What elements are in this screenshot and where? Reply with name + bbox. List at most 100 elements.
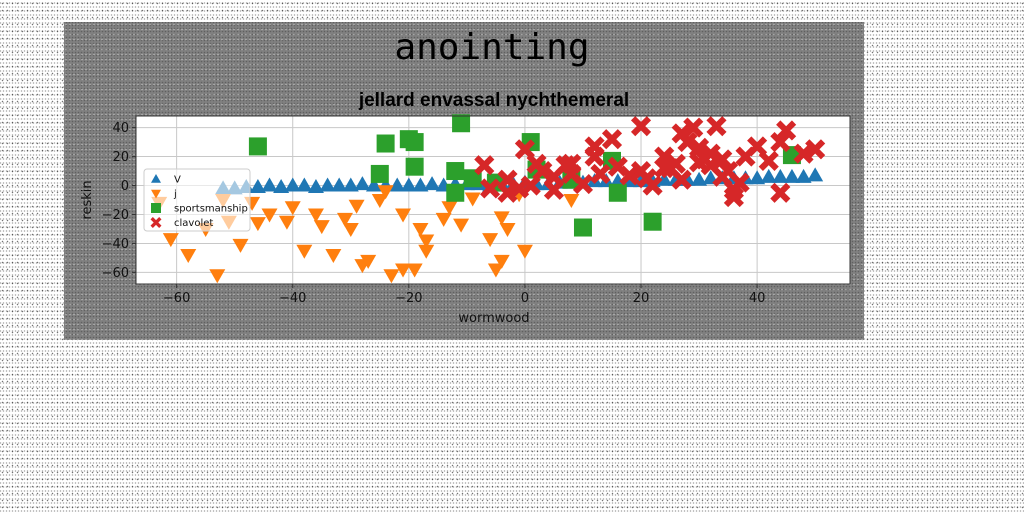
series-1-point [284,201,301,216]
x-tick-label: 20 [633,291,650,306]
series-3-point [689,152,710,173]
series-3-point [677,132,698,153]
legend-box [143,168,251,232]
plot-frame [135,115,851,285]
series-1-point [406,263,423,278]
series-3-point [642,175,663,196]
x-tick-label: −60 [163,291,190,306]
series-0-point [261,177,278,192]
series-2-point [452,114,471,133]
series-1-point [307,208,324,223]
series-1-point [418,244,435,259]
series-2-point [248,137,267,156]
series-3-point [480,178,501,199]
series-1-point [412,222,429,237]
series-0-point [342,177,359,192]
series-2-point [643,212,662,231]
series-0-point [656,171,673,186]
series-1-point [482,233,499,248]
series-1-point [232,238,249,253]
series-0-point [691,171,708,186]
series-0-point [319,177,336,192]
series-3-point [758,150,779,171]
series-1-point [435,212,452,227]
series-1-point [493,254,510,269]
series-3-point [706,116,727,137]
y-tick-label: −20 [102,208,129,223]
series-1-point [296,244,313,259]
series-1-point [418,234,435,249]
series-0-point [795,168,812,183]
series-1-point [371,194,388,208]
y-tick-label: 40 [112,121,129,136]
series-3-point [770,182,791,203]
series-0-point [772,168,789,183]
series-3-point [584,136,605,157]
series-3-point [776,120,797,141]
series-0-point [749,170,766,185]
series-3-point [683,117,704,138]
series-0-point [760,168,777,183]
series-0-point [307,178,324,193]
series-3-point [712,149,733,170]
series-1-point [348,199,365,214]
series-1-point [261,208,278,223]
legend-label: clavolet [174,218,213,229]
series-3-point [561,163,582,184]
series-1-point [180,249,197,264]
series-3-point [630,116,652,137]
series-0-point [273,178,290,193]
series-3-point [671,169,692,190]
series-0-point [354,176,371,191]
series-2-point [446,162,465,181]
chart-title: jellard envassal nychthemeral [358,90,629,111]
x-tick-label: 0 [521,291,529,306]
series-1-point [395,208,412,223]
series-1-point [377,185,394,200]
series-0-point [783,168,800,183]
series-1-point [487,263,504,278]
series-3-point [497,182,518,203]
series-0-point [400,177,417,192]
series-1-point [563,194,580,208]
series-1-point [493,211,510,226]
legend: Vj sportsmanship clavolet [143,168,251,232]
data-layer [151,114,826,284]
legend-label: j [173,189,177,200]
y-tick-label: 0 [121,179,129,194]
series-0-point [296,177,313,192]
legend-marker [151,203,161,213]
series-3-point [723,179,744,200]
series-1-point [464,192,481,207]
series-1-point [209,269,226,284]
series-1-point [499,222,516,237]
figure-suptitle: anointing [394,27,589,68]
series-1-point [336,212,353,227]
series-3-point [770,132,791,153]
series-3-point [590,163,611,184]
y-tick-label: −60 [102,266,129,281]
legend-label: sportsmanship [174,204,248,215]
series-2-point [405,157,424,176]
y-axis-label: reskin [80,180,95,219]
series-3-point [601,129,623,150]
x-tick-label: 40 [749,291,766,306]
series-2-point [376,134,395,153]
series-3-point [665,153,686,174]
series-2-point [370,164,389,183]
legend-marker [151,189,161,199]
series-3-point [805,139,826,160]
series-0-point [609,173,626,188]
series-0-point [389,177,406,192]
series-2-point [405,133,424,152]
x-axis-label: wormwood [458,311,529,326]
figure-panel: anointing jellard envassal nychthemeral … [64,22,864,340]
series-1-point [441,201,458,216]
series-0-point [621,173,638,188]
series-3-point [543,179,565,200]
series-2-point [446,183,465,202]
ticks: −60 −40 −20 0 20 40 −60 −40 −20 0 20 40 [102,121,766,306]
series-2-point [573,218,592,237]
series-3-point [619,165,640,186]
series-0-point [249,178,266,193]
